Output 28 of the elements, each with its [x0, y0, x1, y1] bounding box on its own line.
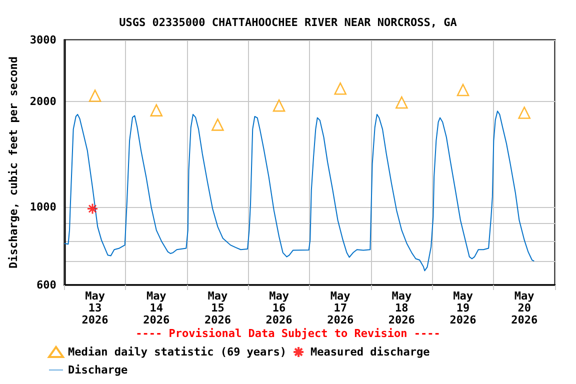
- point: [334, 82, 347, 95]
- x-tick-label: May 19 2026: [450, 290, 477, 326]
- x-tick-label: May 20 2026: [511, 290, 538, 326]
- y-axis-title: Discharge, cubic feet per second: [7, 56, 20, 268]
- chart-title: USGS 02335000 CHATTAHOOCHEE RIVER NEAR NORCROSS, GA: [119, 16, 458, 29]
- y-tick-label: 3000: [30, 34, 56, 46]
- x-tick-label: May 13 2026: [82, 290, 109, 326]
- point: [88, 90, 102, 102]
- x-tick-label: May 17 2026: [327, 290, 354, 326]
- point: [272, 99, 286, 112]
- point: [456, 84, 470, 96]
- legend-label: Discharge: [68, 364, 128, 376]
- x-tick-label: May 18 2026: [388, 290, 416, 326]
- y-tick-label: 2000: [30, 95, 56, 108]
- y-tick-label: 1000: [30, 200, 56, 214]
- point: [150, 104, 163, 116]
- legend-label: Median daily statistic (69 years): [68, 346, 287, 358]
- x-tick-label: May 14 2026: [143, 290, 170, 326]
- y-tick-label: 600: [36, 278, 56, 292]
- line-series: [64, 110, 535, 272]
- text: ---- Provisional Data Subject to Revision ----: [136, 327, 440, 340]
- x-tick-label: May 15 2026: [204, 290, 232, 326]
- point: [86, 203, 98, 215]
- point: [518, 106, 530, 119]
- point: [396, 96, 408, 109]
- x-tick-label: May 16 2026: [266, 290, 293, 326]
- point: [212, 118, 224, 131]
- legend-label: Measured discharge: [310, 346, 430, 358]
